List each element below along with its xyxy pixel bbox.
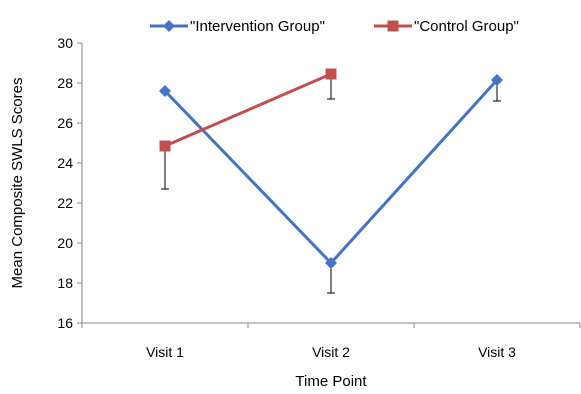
legend-label: "Intervention Group" — [190, 18, 325, 35]
legend-item-0: "Intervention Group" — [150, 18, 325, 35]
series-line — [163, 78, 499, 265]
data-point — [325, 68, 337, 80]
y-tick-label: 16 — [57, 315, 73, 331]
y-tick-label: 20 — [57, 235, 73, 251]
y-tick-label: 22 — [57, 195, 73, 211]
series-line — [164, 72, 332, 148]
x-tick-label: Visit 1 — [146, 344, 184, 360]
series-0 — [159, 74, 503, 294]
data-point — [325, 257, 337, 269]
x-axis-title: Time Point — [295, 373, 367, 389]
y-tick-label: 18 — [57, 275, 73, 291]
legend: "Intervention Group" "Control Group" — [150, 18, 519, 35]
data-point — [159, 85, 171, 97]
y-tick-label: 30 — [57, 35, 73, 51]
y-tick-label: 24 — [57, 155, 73, 171]
y-tick-label: 26 — [57, 115, 73, 131]
axes: 16 18 20 22 24 26 28 30 Visit 1 Visit 2 Visit 3 — [57, 35, 581, 360]
x-tick-label: Visit 3 — [478, 344, 516, 360]
series-1 — [159, 68, 337, 190]
series-layer — [159, 68, 503, 294]
legend-swatch-marker — [387, 20, 399, 32]
x-tick-label: Visit 2 — [312, 344, 350, 360]
y-tick-label: 28 — [57, 75, 73, 91]
legend-item-1: "Control Group" — [374, 18, 519, 35]
y-axis-title: Mean Composite SWLS Scores — [9, 78, 26, 289]
data-point — [491, 74, 503, 86]
legend-swatch-marker — [163, 20, 175, 32]
data-point — [159, 140, 171, 152]
legend-label: "Control Group" — [414, 18, 519, 35]
